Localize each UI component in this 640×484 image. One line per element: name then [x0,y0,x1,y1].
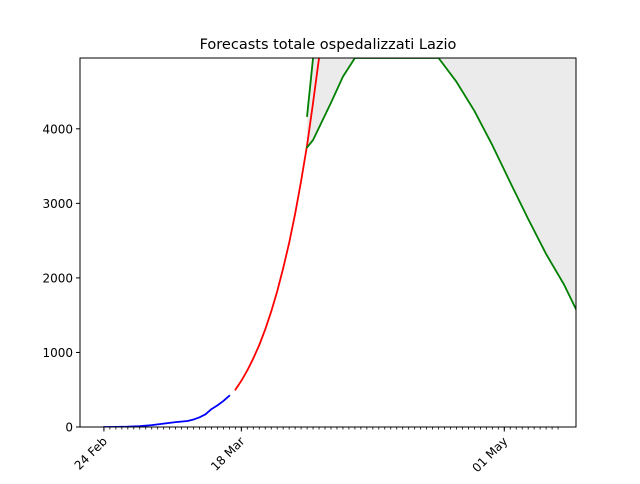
forecast-line-1 [234,58,320,391]
plot-frame [79,57,577,428]
y-tick-label: 1000 [42,346,73,360]
forecast-line-3 [306,58,576,311]
forecast-line-2 [306,58,314,118]
chart-title: Forecasts totale ospedalizzati Lazio [200,37,457,53]
y-tick-label: 4000 [42,122,73,136]
forecast-band-layer [307,58,576,310]
y-tick-label: 2000 [42,271,73,285]
y-tick-label: 0 [65,421,73,435]
y-axis: 0 1000 2000 3000 4000 [42,122,80,435]
series-layer [103,58,576,427]
forecast-band [307,58,576,310]
y-tick-label: 3000 [42,197,73,211]
